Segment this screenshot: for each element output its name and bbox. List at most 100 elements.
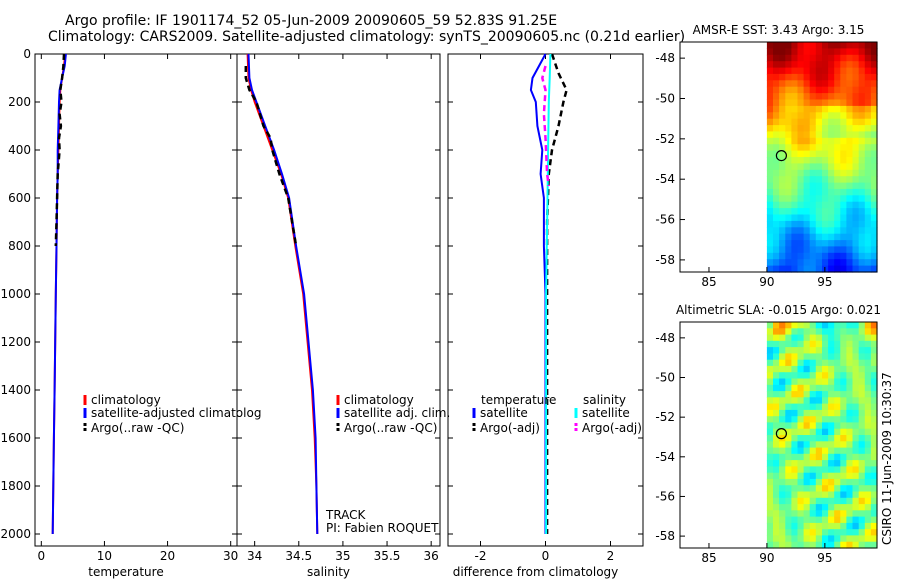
- sla-map-cell: [864, 485, 872, 493]
- sst-map-cell: [840, 48, 847, 56]
- sla-map-cell: [834, 378, 841, 386]
- sst-map-cell: [803, 86, 811, 94]
- sst-map-cell: [870, 48, 878, 56]
- sla-map-cell: [773, 478, 780, 486]
- sst-map-cell: [840, 246, 847, 254]
- sst-map-cell: [785, 265, 792, 273]
- sla-map-cell: [864, 504, 872, 511]
- sst-map-cell: [834, 259, 841, 267]
- sst-map-cell: [791, 157, 799, 164]
- sla-map-cell: [846, 378, 854, 386]
- sla-map-cell: [809, 447, 817, 455]
- sla-map-cell: [840, 334, 847, 342]
- sst-map-cell: [791, 195, 799, 203]
- sla-map-cell: [864, 353, 872, 361]
- sst-map-cell: [834, 150, 841, 158]
- sla-map-cell: [779, 422, 786, 430]
- sst-map-cell: [797, 86, 805, 94]
- sst-map-cell: [822, 86, 829, 94]
- temp-legend-climatology-label: climatology: [91, 393, 161, 407]
- sla-map-cell: [791, 322, 799, 329]
- sla-map-cell: [809, 391, 817, 398]
- sst-map-cell: [815, 201, 823, 209]
- sla-map-cell: [773, 441, 780, 449]
- sst-map-cell: [791, 150, 799, 158]
- sst-map-cell: [840, 137, 847, 145]
- sla-map-cell: [846, 522, 854, 530]
- sla-map-cell: [779, 359, 786, 367]
- sst-map-cell: [864, 259, 872, 267]
- sla-map-cell: [834, 504, 841, 511]
- sla-map-cell: [773, 522, 780, 530]
- sla-map-cell: [815, 491, 823, 499]
- sst-map-cell: [834, 240, 841, 248]
- sst-map-cell: [828, 105, 835, 113]
- sla-map-cell: [803, 365, 811, 373]
- sst-map-cell: [785, 227, 792, 235]
- sla-map-cell: [779, 491, 786, 499]
- sla-map-cell: [846, 453, 854, 461]
- sla-map-cell: [809, 478, 817, 486]
- sst-map-cell: [797, 105, 805, 113]
- sla-map-cell: [815, 353, 823, 361]
- sla-map-cell: [803, 447, 811, 455]
- sla-map-cell: [828, 428, 835, 436]
- sla-map-cell: [797, 359, 805, 367]
- sst-map-cell: [803, 67, 811, 75]
- sla-map-cell: [791, 334, 799, 342]
- sla-map-cell: [809, 384, 817, 392]
- sla-map-cell: [858, 334, 866, 342]
- sst-map-cell: [785, 169, 792, 177]
- sla-map-cell: [766, 353, 774, 361]
- sla-map-cell: [815, 416, 823, 424]
- sla-map-cell: [766, 347, 774, 354]
- sla-map-cell: [828, 334, 835, 342]
- sla-map-cell: [852, 466, 860, 474]
- sla-map-cell: [852, 497, 860, 505]
- sst-map-cell: [809, 195, 817, 203]
- sla-map-cell: [773, 510, 780, 518]
- sla-map-cell: [840, 372, 847, 380]
- sla-map-cell: [858, 478, 866, 486]
- sst-map-title: AMSR-E SST: 3.43 Argo: 3.15: [693, 23, 865, 37]
- sst-map-cell: [785, 240, 792, 248]
- sla-map-cell: [803, 522, 811, 530]
- sla-map-cell: [797, 472, 805, 480]
- sst-map-cell: [791, 131, 799, 139]
- sst-map-cell: [815, 265, 823, 273]
- sla-map-cell: [870, 447, 878, 455]
- sst-map-cell: [870, 163, 878, 171]
- sst-map-cell: [864, 195, 872, 203]
- sla-map-cell: [828, 491, 835, 499]
- sst-map-cell: [797, 214, 805, 222]
- sla-map-cell: [834, 485, 841, 493]
- sst-map-cell: [828, 259, 835, 267]
- sla-map-cell: [864, 416, 872, 424]
- sst-map-cell: [797, 73, 805, 81]
- sst-map-cell: [815, 214, 823, 222]
- sst-map-cell: [840, 220, 847, 228]
- sst-map-cell: [809, 99, 817, 107]
- sst-map-cell: [785, 150, 792, 158]
- sla-map-cell: [797, 504, 805, 511]
- sla-map-cell: [822, 485, 829, 493]
- sst-map-cell: [870, 227, 878, 235]
- sst-map-cell: [828, 227, 835, 235]
- sst-map-cell: [834, 144, 841, 152]
- sla-map-cell: [791, 466, 799, 474]
- sla-map-cell: [834, 522, 841, 530]
- sst-map-cell: [846, 48, 854, 56]
- sla-map-cell: [822, 522, 829, 530]
- sla-map-cell: [779, 384, 786, 392]
- sst-map-cell: [822, 125, 829, 133]
- sst-map-cell: [766, 137, 774, 145]
- sst-map-cell: [803, 61, 811, 69]
- sst-map-cell: [815, 93, 823, 101]
- temp-legend-satellite-label: satellite-adjusted climatolog: [91, 406, 261, 420]
- sst-map-cell: [797, 233, 805, 241]
- sst-map-cell: [864, 48, 872, 56]
- sla-map-cell: [834, 428, 841, 436]
- sst-map-cell: [870, 80, 878, 88]
- sla-map-ytick-label: -52: [655, 410, 675, 424]
- sla-map-cell: [797, 378, 805, 386]
